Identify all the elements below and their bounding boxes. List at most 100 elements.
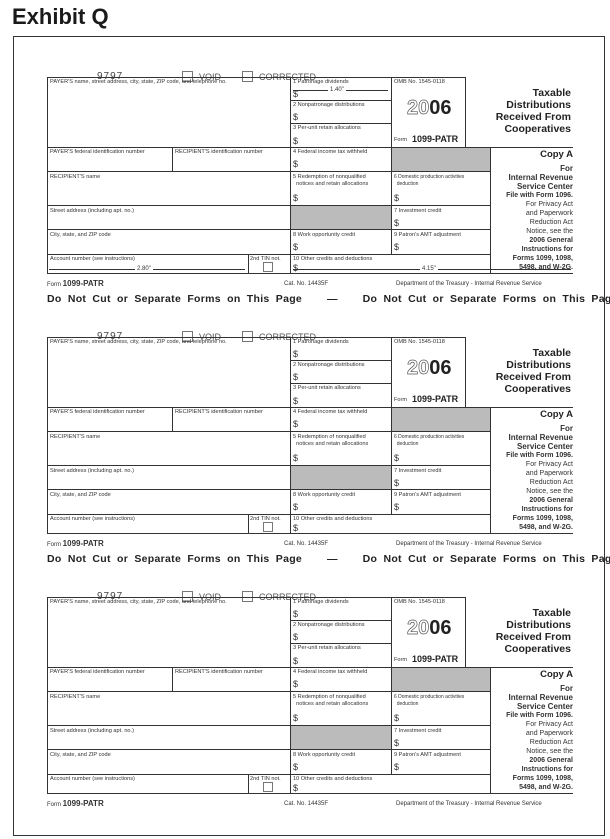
box9-field[interactable]: $ <box>394 502 400 512</box>
form-small-label: Form <box>394 397 408 403</box>
shaded-box <box>291 726 391 749</box>
form-small-label: Form <box>394 657 408 663</box>
box10-field[interactable]: $ <box>293 263 299 273</box>
box5-field[interactable]: $ <box>293 193 299 203</box>
box4-field[interactable]: $ <box>293 159 299 169</box>
recipient-name-field[interactable]: RECIPIENT'S name <box>50 174 101 180</box>
box10-field[interactable]: $ <box>293 523 299 533</box>
second-tin-label: 2nd TIN not. <box>250 516 281 522</box>
payer-name-field[interactable]: PAYER'S name, street address, city, stat… <box>50 339 227 345</box>
box10-label: 10 Other credits and deductions <box>293 256 373 262</box>
corrected-checkbox[interactable] <box>242 331 253 342</box>
corrected-checkbox[interactable] <box>242 591 253 602</box>
no-cut-notice: Do Not Cut or Separate Forms on This Pag… <box>47 293 610 305</box>
shaded-box <box>392 408 490 431</box>
payer-name-field[interactable]: PAYER'S name, street address, city, stat… <box>50 599 227 605</box>
payer-fed-id-field[interactable]: PAYER'S federal identification number <box>50 669 145 675</box>
shaded-box <box>291 466 391 489</box>
box6-label: 6 Domestic production activities deducti… <box>394 694 465 707</box>
shaded-box <box>291 206 391 229</box>
box10-field[interactable]: $ <box>293 783 299 793</box>
box5-field[interactable]: $ <box>293 713 299 723</box>
account-number-field[interactable]: Account number (see instructions) <box>50 516 135 522</box>
box3-field[interactable]: $ <box>293 136 299 146</box>
box7-field[interactable]: $ <box>394 218 400 228</box>
copy-a-block: Copy A For Internal Revenue Service Cent… <box>506 149 573 271</box>
tax-year: 2006 <box>407 617 452 640</box>
form-code: 9797 <box>97 71 123 82</box>
box8-field[interactable]: $ <box>293 502 299 512</box>
street-field[interactable]: Street address (including apt. no.) <box>50 208 134 214</box>
recipient-name-field[interactable]: RECIPIENT'S name <box>50 434 101 440</box>
payer-fed-id-field[interactable]: PAYER'S federal identification number <box>50 149 145 155</box>
box7-label: 7 Investment credit <box>394 728 442 734</box>
payer-name-field[interactable]: PAYER'S name, street address, city, stat… <box>50 79 227 85</box>
box7-label: 7 Investment credit <box>394 208 442 214</box>
payer-fed-id-field[interactable]: PAYER'S federal identification number <box>50 409 145 415</box>
box5-field[interactable]: $ <box>293 453 299 463</box>
city-field[interactable]: City, state, and ZIP code <box>50 752 111 758</box>
box2-field[interactable]: $ <box>293 112 299 122</box>
box2-label: 2 Nonpatronage distributions <box>293 622 365 628</box>
box1-label: 1 Patronage dividends <box>293 599 349 605</box>
box1-field[interactable]: $ <box>293 609 299 619</box>
box8-field[interactable]: $ <box>293 242 299 252</box>
second-tin-checkbox[interactable] <box>263 782 273 792</box>
form-1099-patr: 9797 VOID CORRECTED PAYER'S name, street… <box>0 591 610 837</box>
void-checkbox[interactable] <box>182 71 193 82</box>
recipient-id-field[interactable]: RECIPIENT'S identification number <box>175 149 263 155</box>
box7-label: 7 Investment credit <box>394 468 442 474</box>
exhibit-title: Exhibit Q <box>12 4 109 29</box>
void-checkbox[interactable] <box>182 591 193 602</box>
box3-field[interactable]: $ <box>293 656 299 666</box>
street-field[interactable]: Street address (including apt. no.) <box>50 728 134 734</box>
void-checkbox[interactable] <box>182 331 193 342</box>
box10-label: 10 Other credits and deductions <box>293 516 373 522</box>
box2-field[interactable]: $ <box>293 632 299 642</box>
box8-label: 8 Work opportunity credit <box>293 232 356 238</box>
corrected-checkbox[interactable] <box>242 71 253 82</box>
form-title: Taxable Distributions Received From Coopera… <box>495 87 571 135</box>
account-number-field[interactable]: Account number (see instructions) <box>50 256 135 262</box>
form-title: Taxable Distributions Received From Coopera… <box>495 347 571 395</box>
form-code: 9797 <box>97 591 123 602</box>
recipient-id-field[interactable]: RECIPIENT'S identification number <box>175 669 263 675</box>
box9-field[interactable]: $ <box>394 242 400 252</box>
tax-year: 2006 <box>407 357 452 380</box>
form-title: Taxable Distributions Received From Coopera… <box>495 607 571 655</box>
recipient-name-field[interactable]: RECIPIENT'S name <box>50 694 101 700</box>
box8-label: 8 Work opportunity credit <box>293 752 356 758</box>
shaded-box <box>392 668 490 691</box>
cat-number: Cat. No. 14435F <box>284 281 329 287</box>
box8-label: 8 Work opportunity credit <box>293 492 356 498</box>
form-1099-patr: 9797 VOID CORRECTED PAYER'S name, street… <box>0 331 610 577</box>
box9-label: 9 Patron's AMT adjustment <box>394 492 461 498</box>
box6-field[interactable]: $ <box>394 713 400 723</box>
box4-field[interactable]: $ <box>293 679 299 689</box>
box1-field[interactable]: $ <box>293 89 299 99</box>
footer-form-label: Form 1099-PATR <box>47 279 104 288</box>
box4-field[interactable]: $ <box>293 419 299 429</box>
box1-label: 1 Patronage dividends <box>293 79 349 85</box>
box7-field[interactable]: $ <box>394 478 400 488</box>
city-field[interactable]: City, state, and ZIP code <box>50 492 111 498</box>
city-field[interactable]: City, state, and ZIP code <box>50 232 111 238</box>
street-field[interactable]: Street address (including apt. no.) <box>50 468 134 474</box>
box9-field[interactable]: $ <box>394 762 400 772</box>
box1-field[interactable]: $ <box>293 349 299 359</box>
form-name: 1099-PATR <box>412 394 459 404</box>
box7-field[interactable]: $ <box>394 738 400 748</box>
second-tin-checkbox[interactable] <box>263 262 273 272</box>
tax-year: 2006 <box>407 97 452 120</box>
box1-label: 1 Patronage dividends <box>293 339 349 345</box>
account-number-field[interactable]: Account number (see instructions) <box>50 776 135 782</box>
box3-field[interactable]: $ <box>293 396 299 406</box>
second-tin-checkbox[interactable] <box>263 522 273 532</box>
box6-field[interactable]: $ <box>394 453 400 463</box>
box2-field[interactable]: $ <box>293 372 299 382</box>
recipient-id-field[interactable]: RECIPIENT'S identification number <box>175 409 263 415</box>
omb-number: OMB No. 1545-0118 <box>394 79 445 85</box>
box6-field[interactable]: $ <box>394 193 400 203</box>
box8-field[interactable]: $ <box>293 762 299 772</box>
copy-a-block: Copy A For Internal Revenue Service Cent… <box>506 409 573 531</box>
